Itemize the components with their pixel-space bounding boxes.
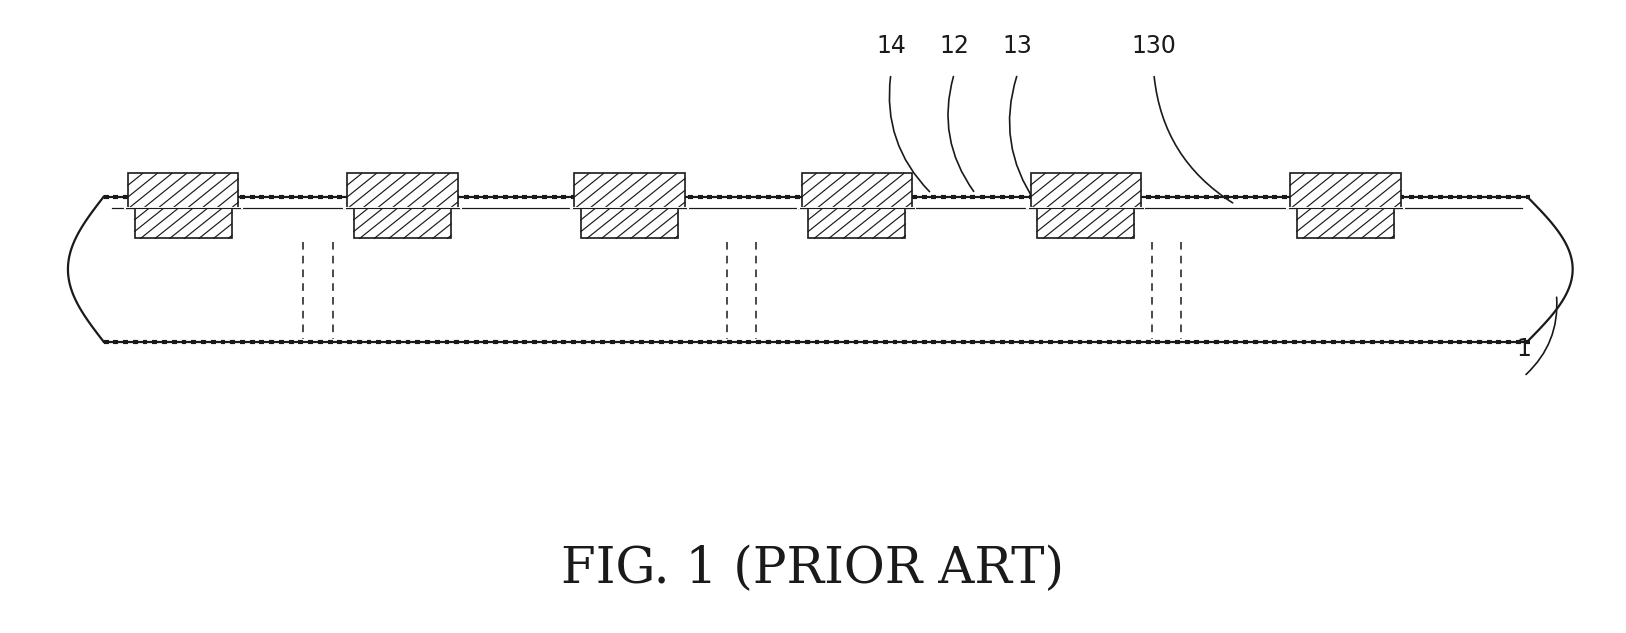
Text: 1: 1 [1517, 337, 1532, 361]
Text: 13: 13 [1003, 34, 1033, 58]
Bar [128, 173, 239, 208]
Bar [135, 208, 233, 239]
Bar [580, 208, 678, 239]
Bar [63, 197, 1563, 342]
Bar [802, 173, 912, 208]
Bar [574, 173, 685, 208]
Text: FIG. 1 (PRIOR ART): FIG. 1 (PRIOR ART) [561, 544, 1065, 594]
Bar [1298, 208, 1393, 239]
Bar [1031, 173, 1141, 208]
Bar [1037, 208, 1135, 239]
Bar [1289, 173, 1400, 208]
Text: 130: 130 [1132, 34, 1176, 58]
Text: 12: 12 [940, 34, 969, 58]
Bar [354, 208, 450, 239]
Bar [808, 208, 906, 239]
Bar [346, 173, 457, 208]
Text: 14: 14 [876, 34, 906, 58]
